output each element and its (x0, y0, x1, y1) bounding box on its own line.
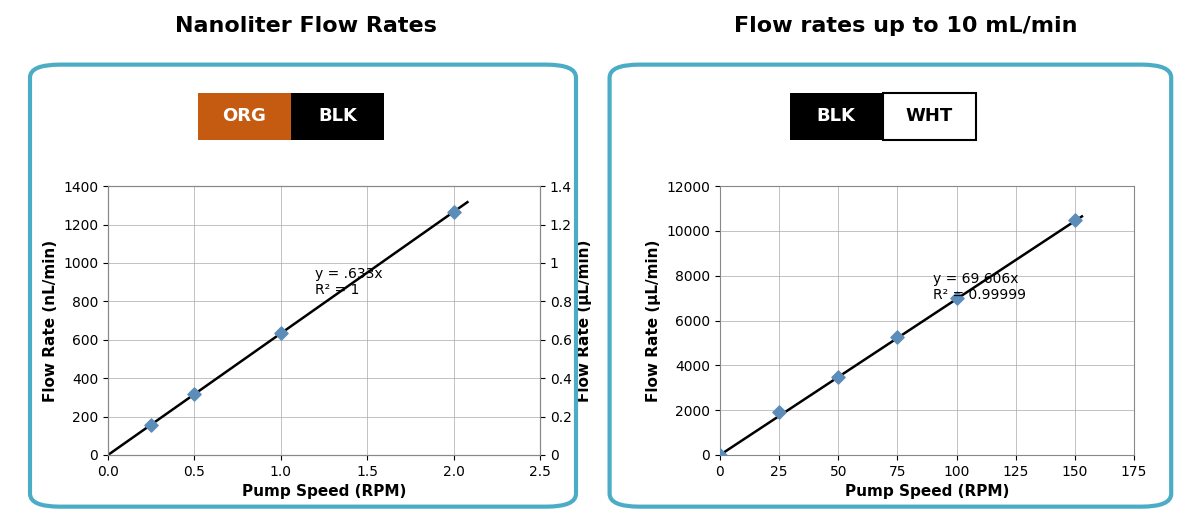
Point (1066, 216, 1085, 224)
Y-axis label: Flow Rate (nL/min): Flow Rate (nL/min) (42, 239, 58, 402)
Point (769, 408, 788, 417)
Point (142, 420, 161, 429)
FancyBboxPatch shape (883, 93, 976, 140)
Text: y = .633x
R² = 1: y = .633x R² = 1 (316, 267, 383, 297)
Text: y = 69.606x
R² = 0.99999: y = 69.606x R² = 0.99999 (932, 272, 1026, 302)
Text: Nanoliter Flow Rates: Nanoliter Flow Rates (175, 16, 437, 36)
Point (710, 451, 730, 459)
X-axis label: Pump Speed (RPM): Pump Speed (RPM) (242, 484, 406, 499)
FancyBboxPatch shape (292, 93, 384, 140)
Point (185, 390, 204, 398)
Text: Flow rates up to 10 mL/min: Flow rates up to 10 mL/min (734, 16, 1078, 36)
Text: WHT: WHT (906, 108, 953, 125)
Point (271, 329, 290, 338)
Text: BLK: BLK (817, 108, 856, 125)
Y-axis label: Flow Rate (μL/min): Flow Rate (μL/min) (577, 239, 593, 402)
Text: BLK: BLK (318, 108, 356, 125)
Point (444, 208, 463, 216)
FancyBboxPatch shape (790, 93, 883, 140)
Point (888, 333, 907, 342)
Point (947, 294, 966, 302)
Text: ORG: ORG (222, 108, 266, 125)
X-axis label: Pump Speed (RPM): Pump Speed (RPM) (845, 484, 1009, 499)
FancyBboxPatch shape (198, 93, 292, 140)
Y-axis label: Flow Rate (μL/min): Flow Rate (μL/min) (646, 239, 661, 402)
Point (829, 372, 848, 381)
